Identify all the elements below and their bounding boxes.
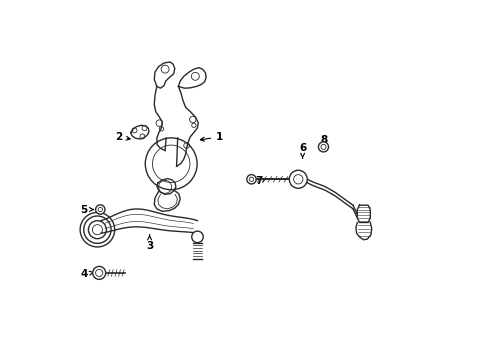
Text: 7: 7 bbox=[256, 176, 266, 186]
Circle shape bbox=[96, 205, 105, 214]
Circle shape bbox=[289, 170, 307, 188]
Polygon shape bbox=[131, 125, 149, 139]
Text: 6: 6 bbox=[299, 143, 306, 158]
Text: 4: 4 bbox=[80, 269, 94, 279]
Text: 3: 3 bbox=[146, 235, 153, 251]
Circle shape bbox=[93, 266, 106, 279]
Text: 5: 5 bbox=[80, 204, 94, 215]
Text: 2: 2 bbox=[115, 132, 130, 142]
Circle shape bbox=[247, 175, 256, 184]
Polygon shape bbox=[356, 222, 372, 240]
Circle shape bbox=[192, 231, 203, 243]
Text: 1: 1 bbox=[200, 132, 223, 142]
Circle shape bbox=[318, 142, 328, 152]
Polygon shape bbox=[357, 205, 370, 222]
Text: 8: 8 bbox=[320, 135, 328, 145]
Circle shape bbox=[80, 212, 115, 247]
